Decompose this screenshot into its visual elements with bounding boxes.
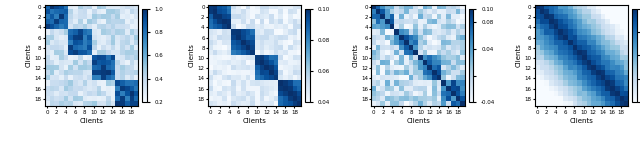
X-axis label: Clients: Clients <box>79 118 104 124</box>
X-axis label: Clients: Clients <box>570 118 593 124</box>
Y-axis label: Clients: Clients <box>515 43 522 67</box>
Y-axis label: Clients: Clients <box>352 43 358 67</box>
Y-axis label: Clients: Clients <box>189 43 195 67</box>
Y-axis label: Clients: Clients <box>26 43 31 67</box>
X-axis label: Clients: Clients <box>243 118 267 124</box>
X-axis label: Clients: Clients <box>406 118 430 124</box>
